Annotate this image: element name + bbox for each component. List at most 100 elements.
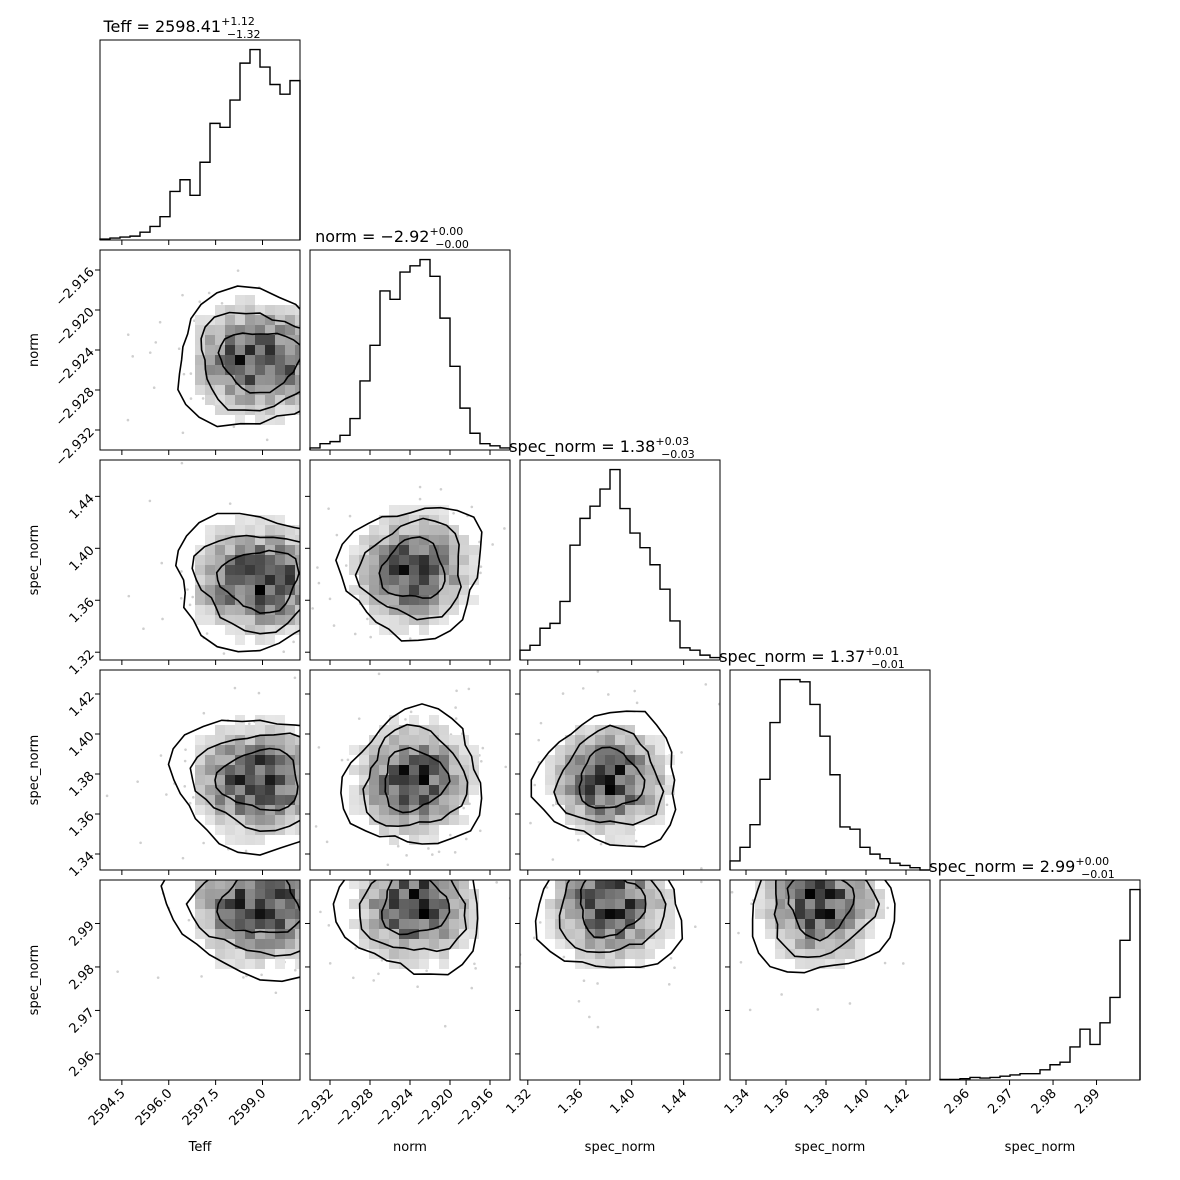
density-cell [255, 785, 265, 795]
density-cell [585, 909, 595, 919]
density-cell [419, 959, 429, 969]
density-cell [545, 755, 555, 765]
density-cell [449, 755, 459, 765]
density-cell [409, 525, 419, 535]
density-cell [349, 585, 359, 595]
density-cell [595, 880, 605, 889]
density-cell [795, 919, 805, 929]
title-plus: +0.00 [429, 225, 463, 238]
density-cell [595, 939, 605, 949]
density-cell [245, 535, 255, 545]
y-axis-label: spec_norm [27, 945, 42, 1016]
scatter-point [431, 853, 434, 856]
density-cell [255, 815, 265, 825]
density-cell [825, 889, 835, 899]
density-cell [585, 795, 595, 805]
density-cell [825, 880, 835, 889]
density-cell [245, 795, 255, 805]
density-cell [605, 825, 615, 835]
density-cell [275, 755, 285, 765]
density-cell [399, 575, 409, 585]
density-cell [399, 899, 409, 909]
density-cell [469, 929, 479, 939]
scatter-point [366, 617, 369, 621]
title-main: spec_norm = 1.38 [509, 437, 655, 457]
density-cell [399, 765, 409, 775]
scatter-point [427, 847, 430, 850]
scatter-point [354, 947, 358, 950]
density-cell [845, 929, 855, 939]
density-cell [285, 325, 295, 335]
density-cell [379, 525, 389, 535]
density-cell [419, 565, 429, 575]
density-cell [459, 745, 469, 755]
density-cell [605, 909, 615, 919]
density-cell [369, 775, 379, 785]
density-cell [409, 825, 419, 835]
density-cell [615, 815, 625, 825]
density-cell [655, 765, 665, 775]
density-cell [285, 889, 295, 899]
density-cell [625, 835, 635, 845]
density-cell [449, 575, 459, 585]
density-cell [295, 765, 300, 775]
contour-line [578, 746, 646, 809]
density-cell [285, 405, 295, 415]
density-cell [785, 909, 795, 919]
density-cell [399, 825, 409, 835]
density-cell [275, 575, 285, 585]
hist-panel-4: spec_norm = 2.99+0.00 −0.01 [929, 855, 1141, 1085]
density-cell [195, 899, 205, 909]
density-cell [575, 765, 585, 775]
density-cell [429, 939, 439, 949]
scatter-point [353, 632, 357, 636]
density-cell [265, 525, 275, 535]
density-cell [359, 765, 369, 775]
density-cell [245, 880, 255, 889]
density-cell [225, 625, 235, 635]
density-cell [439, 880, 449, 889]
density-cell [775, 919, 785, 929]
density-cell [449, 545, 459, 555]
density-cell [285, 595, 295, 605]
density-cell [835, 889, 845, 899]
scatter-point [816, 1008, 820, 1011]
density-cell [399, 805, 409, 815]
density-cell [439, 929, 449, 939]
density-cell [245, 395, 255, 405]
density-cell [449, 565, 459, 575]
scatter-point [607, 693, 610, 696]
density-cell [585, 805, 595, 815]
scatter-point [635, 701, 639, 705]
density-cell [449, 595, 459, 605]
density-cell [575, 815, 585, 825]
density-cell [419, 735, 429, 745]
density-cell [399, 889, 409, 899]
density-cell [245, 545, 255, 555]
x-axis-label: spec_norm [1005, 1140, 1076, 1155]
density-cell [615, 909, 625, 919]
density-cell [225, 899, 235, 909]
title-minus: −0.03 [661, 448, 695, 461]
density-cell [295, 355, 300, 365]
density-cell [295, 605, 300, 615]
scatter-point [181, 856, 185, 860]
density-cell [399, 815, 409, 825]
density-cell [449, 735, 459, 745]
scatter-point [189, 372, 193, 375]
scatter-point [244, 849, 248, 853]
density-cell [225, 785, 235, 795]
density-cell [195, 365, 205, 375]
density-cell [195, 745, 205, 755]
density-cell [625, 795, 635, 805]
scatter-point [443, 1024, 447, 1028]
scatter-point [545, 886, 549, 889]
density-cell [595, 825, 605, 835]
scatter-point [479, 571, 482, 575]
scatter-point [474, 967, 477, 970]
density-cell [235, 929, 245, 939]
density-cell [419, 575, 429, 585]
density-cell [575, 755, 585, 765]
scatter-point [562, 955, 566, 959]
density-cell [205, 785, 215, 795]
